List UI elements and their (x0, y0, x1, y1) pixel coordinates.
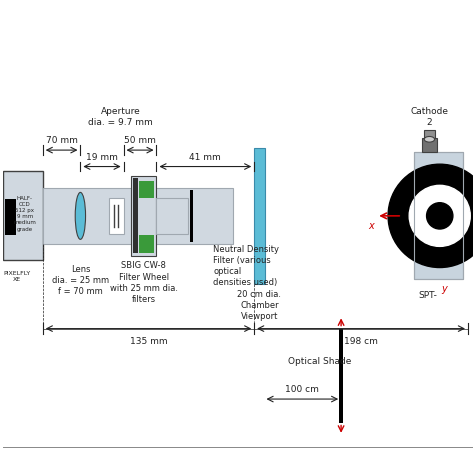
Text: x: x (368, 220, 374, 230)
Text: 70 mm: 70 mm (46, 137, 78, 146)
Bar (5, 200, 16, 235)
Bar (254, 148, 264, 284)
Bar (109, 198, 124, 234)
Bar (339, 328, 344, 422)
Bar (43, 188, 233, 244)
Text: PIXELFLY
XE: PIXELFLY XE (3, 271, 31, 282)
Text: 19 mm: 19 mm (86, 153, 118, 162)
Text: Cathode
2: Cathode 2 (410, 107, 448, 127)
Ellipse shape (75, 192, 85, 239)
Text: Neutral Density
Filter (various
optical
densities used): Neutral Density Filter (various optical … (213, 245, 279, 287)
Bar (138, 235, 154, 253)
Bar (131, 176, 156, 256)
Text: 135 mm: 135 mm (130, 337, 167, 346)
Text: 198 cm: 198 cm (344, 337, 378, 346)
Bar (414, 153, 463, 279)
Bar (156, 198, 189, 234)
Text: Lens
dia. = 25 mm
f = 70 mm: Lens dia. = 25 mm f = 70 mm (52, 265, 109, 296)
Text: 20 cm dia.
Chamber
Viewport: 20 cm dia. Chamber Viewport (237, 290, 282, 321)
Text: 100 cm: 100 cm (285, 385, 319, 394)
Ellipse shape (424, 137, 435, 142)
Text: 50 mm: 50 mm (124, 137, 156, 146)
Circle shape (427, 203, 453, 229)
Bar (3, 171, 43, 261)
Text: Aperture
dia. = 9.7 mm: Aperture dia. = 9.7 mm (89, 107, 153, 127)
Text: HALF-
CCD
512 px
9 mm
medium
grade: HALF- CCD 512 px 9 mm medium grade (14, 195, 36, 231)
Bar (138, 181, 154, 199)
Text: 41 mm: 41 mm (190, 153, 221, 162)
Text: y: y (442, 284, 447, 294)
Bar (190, 190, 193, 242)
Bar (422, 138, 437, 153)
Text: Optical Shade: Optical Shade (288, 357, 352, 366)
Circle shape (388, 164, 474, 267)
Text: SBIG CW-8
Filter Wheel
with 25 mm dia.
filters: SBIG CW-8 Filter Wheel with 25 mm dia. f… (109, 262, 178, 304)
Circle shape (409, 185, 470, 246)
Text: SPT-: SPT- (419, 291, 438, 300)
Bar (133, 178, 137, 254)
Bar (414, 153, 463, 279)
Bar (424, 130, 435, 138)
